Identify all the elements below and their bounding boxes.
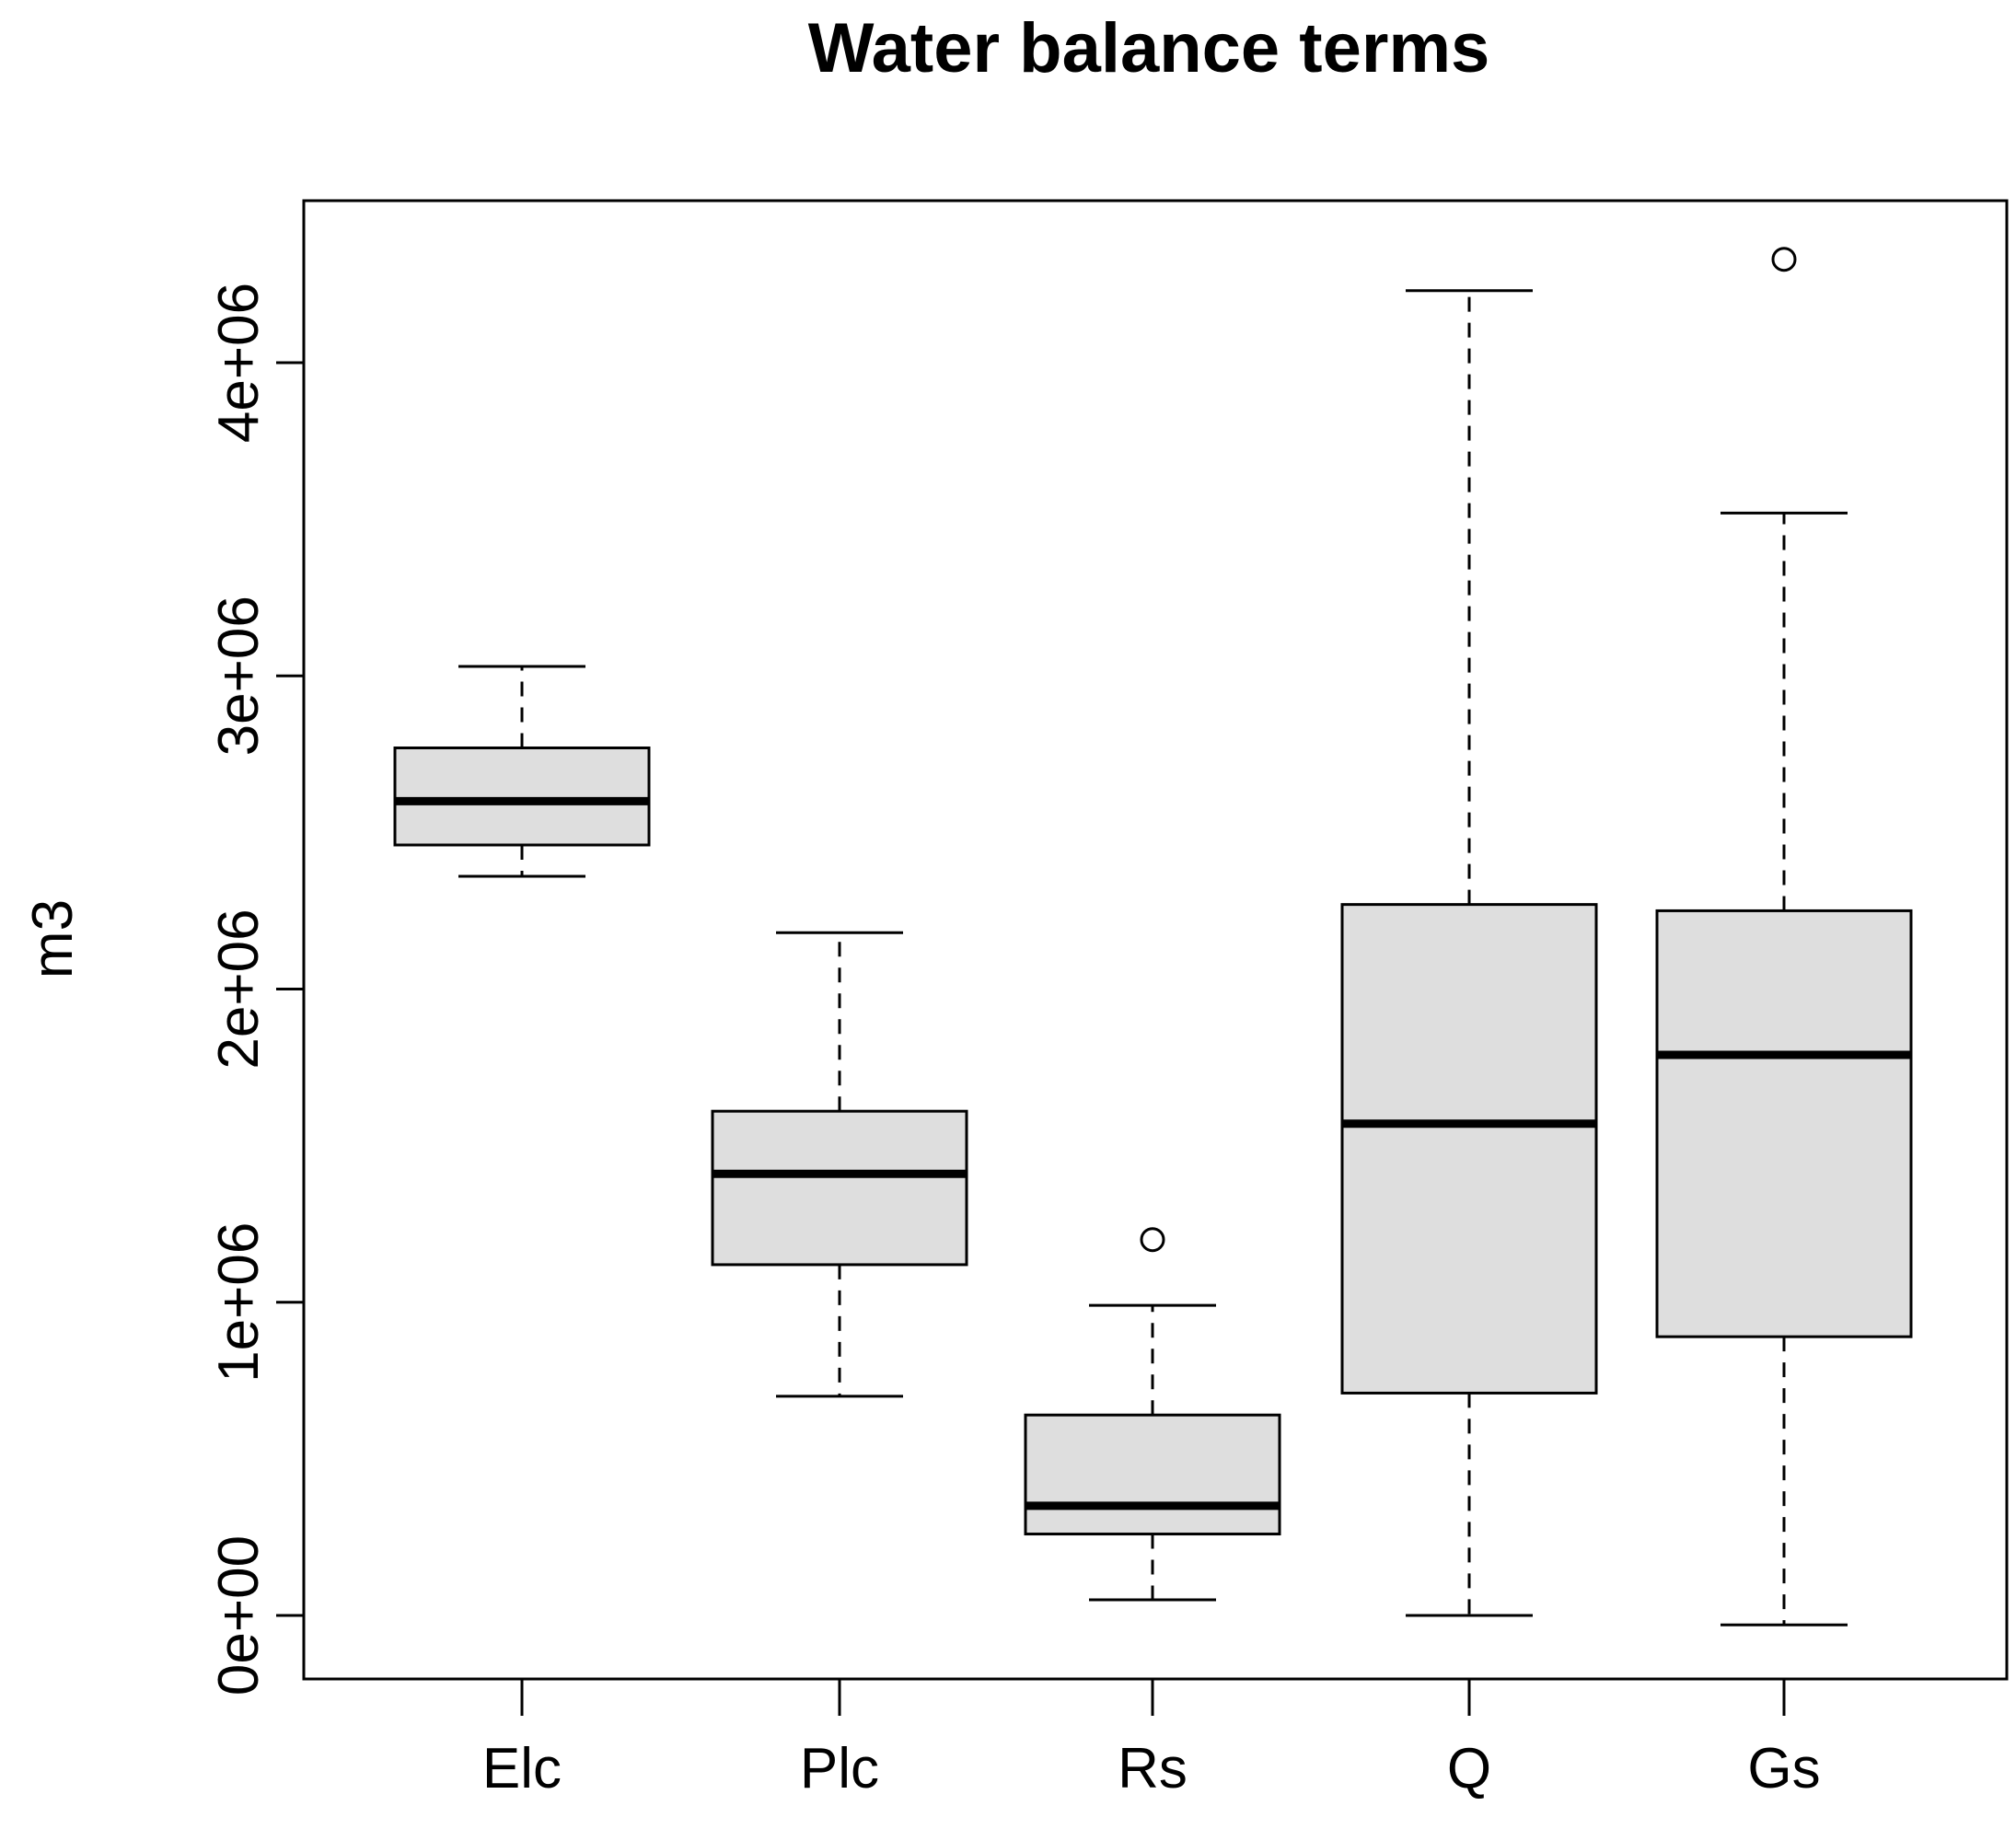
x-tick-label: Plc <box>800 1737 879 1800</box>
iqr-box <box>393 747 651 847</box>
box-group-elc <box>393 665 651 878</box>
y-axis-title: m3 <box>21 899 85 978</box>
y-axis: 0e+00 1e+06 2e+06 3e+06 4e+06 <box>207 283 306 1696</box>
iqr-box <box>1024 1413 1281 1536</box>
y-tick-label: 4e+06 <box>207 283 271 443</box>
outlier-point <box>1140 1227 1165 1253</box>
x-axis: Elc Plc Rs Q Gs <box>482 1679 1821 1800</box>
outlier-point <box>1771 247 1797 272</box>
y-tick-label: 0e+00 <box>207 1535 271 1696</box>
box-group-plc <box>711 931 968 1398</box>
box-group-q <box>1340 289 1598 1617</box>
x-tick-label: Gs <box>1747 1737 1820 1800</box>
iqr-box <box>711 1109 968 1267</box>
box-group-gs <box>1655 247 1913 1626</box>
iqr-box <box>1340 903 1598 1395</box>
boxes <box>393 247 1913 1626</box>
iqr-box <box>1655 909 1913 1338</box>
y-tick-label: 3e+06 <box>207 596 271 756</box>
box-group-rs <box>1024 1227 1281 1602</box>
x-tick-label: Rs <box>1118 1737 1188 1800</box>
y-tick-label: 2e+06 <box>207 909 271 1069</box>
y-tick-label: 1e+06 <box>207 1222 271 1383</box>
chart-title: Water balance terms <box>808 9 1490 87</box>
x-tick-label: Elc <box>482 1737 562 1800</box>
x-tick-label: Q <box>1447 1737 1491 1800</box>
